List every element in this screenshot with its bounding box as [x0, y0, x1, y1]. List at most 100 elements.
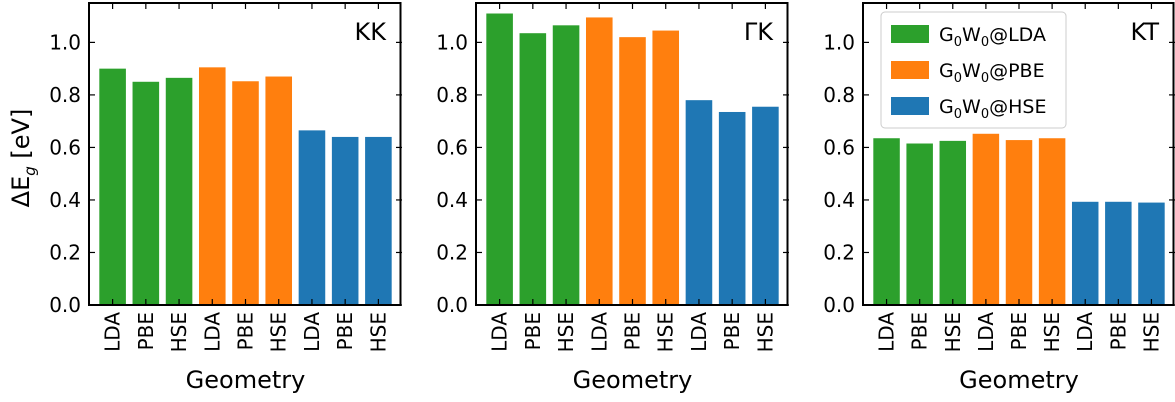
legend-text-part: G: [939, 60, 954, 82]
legend-entry-label: G0W0@LDA: [939, 24, 1046, 50]
x-tick-label: HSE: [1139, 312, 1163, 352]
legend-text-part: W: [962, 24, 981, 46]
y-tick-label: 0.6: [823, 135, 855, 159]
x-tick-label: LDA: [974, 312, 998, 352]
x-tick-label: LDA: [687, 312, 711, 352]
legend-text-part: @HSE: [989, 96, 1046, 118]
bar-g0w0-hse-pbe: [331, 136, 359, 305]
y-tick-label: 0.4: [49, 188, 81, 212]
y-tick-label: 0.0: [49, 293, 81, 317]
plot-frame: [475, 2, 789, 306]
legend-text-part: @PBE: [989, 60, 1045, 82]
legend-text-part: 0: [981, 35, 989, 50]
y-tick-label: 0.0: [823, 293, 855, 317]
x-tick-label: HSE: [654, 312, 678, 352]
x-tick-label: HSE: [167, 312, 191, 352]
x-axis-label: Geometry: [959, 366, 1079, 394]
x-tick-label: HSE: [753, 312, 777, 352]
x-tick-label: PBE: [1106, 312, 1130, 350]
x-tick-label: HSE: [554, 312, 578, 352]
x-tick-label: PBE: [134, 312, 158, 350]
x-tick-label: PBE: [908, 312, 932, 350]
bar-g0w0-pbe-hse: [652, 30, 680, 305]
bar-g0w0-pbe-hse: [1038, 138, 1066, 305]
y-tick-label: 0.4: [436, 188, 468, 212]
bar-g0w0-pbe-pbe: [232, 81, 259, 305]
y-tick-label: 0.6: [436, 135, 468, 159]
bar-g0w0-lda-pbe: [132, 81, 160, 305]
panel-label: ΓK: [744, 18, 774, 46]
x-tick-label: LDA: [587, 312, 611, 352]
y-axis-label-unit: [eV]: [7, 109, 35, 167]
bar-g0w0-pbe-hse: [265, 76, 293, 305]
y-tick-label: 0.0: [436, 293, 468, 317]
y-tick-label: 1.0: [436, 30, 468, 54]
bar-g0w0-lda-hse: [552, 25, 580, 305]
y-tick-label: 0.8: [823, 83, 855, 107]
plot-frame: [88, 2, 402, 306]
bar-g0w0-hse-lda: [298, 130, 326, 305]
y-axis-label-delta-e: ΔE: [7, 176, 35, 208]
panel-1: LDA PBE HSE LDA PBE HSE LDA PBE HSE 0.0 0.2 0.4 0.6 0…: [49, 2, 402, 394]
legend-entry-label: G0W0@HSE: [939, 96, 1046, 122]
y-tick-label: 0.4: [823, 188, 855, 212]
bar-g0w0-lda-pbe: [519, 33, 547, 305]
y-tick-label: 0.2: [49, 240, 81, 264]
panel-3: LDA PBE HSE LDA PBE HSE LDA PBE HSE 0.0 0.2 0.4 0.6 0…: [823, 2, 1175, 394]
x-tick-label: PBE: [621, 312, 645, 350]
y-tick-label: 1.0: [49, 30, 81, 54]
x-tick-label: HSE: [1040, 312, 1064, 352]
y-tick-label: 0.8: [436, 83, 468, 107]
legend-text-part: 0: [954, 71, 962, 86]
x-tick-label: LDA: [875, 312, 899, 352]
panels: LDA PBE HSE LDA PBE HSE LDA PBE HSE 0.0 0.2 0.4 0.6 0…: [49, 2, 1175, 394]
x-tick-label: LDA: [1073, 312, 1097, 352]
bar-g0w0-lda-pbe: [906, 143, 933, 305]
bar-g0w0-hse-lda: [1071, 201, 1099, 305]
plot-frame: [862, 2, 1175, 306]
y-tick-label: 0.8: [49, 83, 81, 107]
bar-g0w0-hse-lda: [685, 100, 713, 305]
bar-g0w0-lda-lda: [486, 13, 513, 305]
bar-g0w0-lda-hse: [165, 77, 193, 305]
legend-text-part: @LDA: [989, 24, 1046, 46]
x-tick-label: PBE: [1007, 312, 1031, 350]
panel-label: KT: [1130, 18, 1159, 46]
x-axis-label: Geometry: [573, 366, 693, 394]
bar-g0w0-hse-pbe: [718, 111, 746, 305]
bar-g0w0-lda-lda: [873, 138, 900, 305]
x-axis-label: Geometry: [186, 366, 306, 394]
bar-g0w0-pbe-pbe: [619, 37, 646, 305]
legend-text-part: 0: [954, 35, 962, 50]
x-tick-label: HSE: [267, 312, 291, 352]
bar-g0w0-hse-hse: [1138, 202, 1165, 305]
legend-text-part: W: [962, 60, 981, 82]
x-tick-label: PBE: [720, 312, 744, 350]
x-tick-label: LDA: [200, 312, 224, 352]
x-tick-label: LDA: [101, 312, 125, 352]
bar-g0w0-lda-hse: [939, 140, 967, 305]
x-tick-label: PBE: [333, 312, 357, 350]
x-tick-label: HSE: [941, 312, 965, 352]
y-tick-label: 0.2: [823, 240, 855, 264]
y-tick-label: 1.0: [823, 30, 855, 54]
panel-label: KK: [355, 18, 388, 46]
bar-g0w0-pbe-lda: [972, 133, 1000, 305]
bar-g0w0-hse-hse: [752, 106, 779, 305]
legend-swatch: [891, 61, 929, 79]
legend-text-part: 0: [981, 71, 989, 86]
y-tick-label: 0.2: [436, 240, 468, 264]
bar-g0w0-pbe-lda: [585, 17, 613, 305]
bar-g0w0-lda-lda: [99, 68, 126, 306]
x-tick-label: HSE: [366, 312, 390, 352]
legend-text-part: W: [962, 96, 981, 118]
legend-text-part: 0: [954, 107, 962, 122]
bar-g0w0-hse-hse: [365, 136, 392, 305]
bar-g0w0-pbe-pbe: [1005, 140, 1033, 305]
legend-entry-label: G0W0@PBE: [939, 60, 1045, 86]
legend-text-part: 0: [981, 107, 989, 122]
y-tick-label: 0.6: [49, 135, 81, 159]
bar-g0w0-hse-pbe: [1105, 201, 1132, 305]
